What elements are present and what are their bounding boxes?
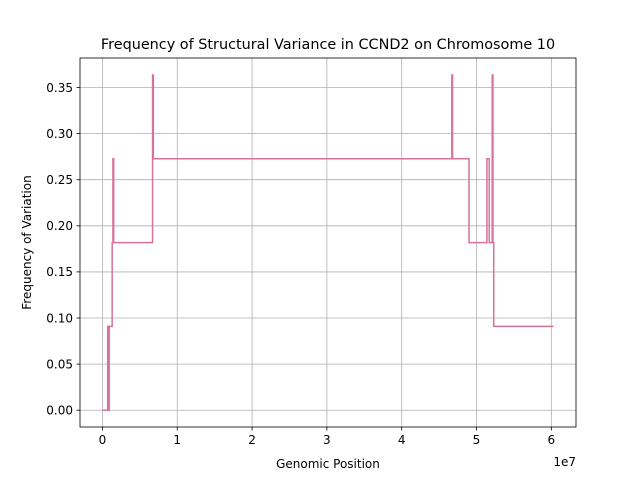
x-tick-label: 6 xyxy=(547,433,555,447)
plot-area xyxy=(80,58,576,427)
y-tick-label: 0.30 xyxy=(46,127,73,141)
y-tick-label: 0.25 xyxy=(46,173,73,187)
series-line xyxy=(102,74,554,411)
x-axis-ticks: 0 1 2 3 4 5 6 xyxy=(99,427,555,447)
x-tick-label: 1 xyxy=(173,433,181,447)
x-axis-label: Genomic Position xyxy=(276,457,380,471)
y-axis-ticks: 0.00 0.05 0.10 0.15 0.20 0.25 0.30 0.35 xyxy=(46,81,80,418)
chart-title: Frequency of Structural Variance in CCND… xyxy=(101,37,555,53)
series-group xyxy=(102,74,554,411)
y-tick-label: 0.10 xyxy=(46,311,73,325)
y-tick-label: 0.05 xyxy=(46,357,73,371)
x-tick-label: 2 xyxy=(248,433,256,447)
y-axis-label: Frequency of Variation xyxy=(20,175,34,309)
y-tick-label: 0.15 xyxy=(46,265,73,279)
x-tick-label: 5 xyxy=(473,433,481,447)
y-tick-label: 0.00 xyxy=(46,404,73,418)
x-axis-offset-label: 1e7 xyxy=(553,455,576,469)
x-tick-label: 0 xyxy=(99,433,107,447)
x-tick-label: 3 xyxy=(323,433,331,447)
x-tick-label: 4 xyxy=(398,433,406,447)
y-tick-label: 0.35 xyxy=(46,81,73,95)
y-tick-label: 0.20 xyxy=(46,219,73,233)
plot-frame xyxy=(79,57,577,428)
